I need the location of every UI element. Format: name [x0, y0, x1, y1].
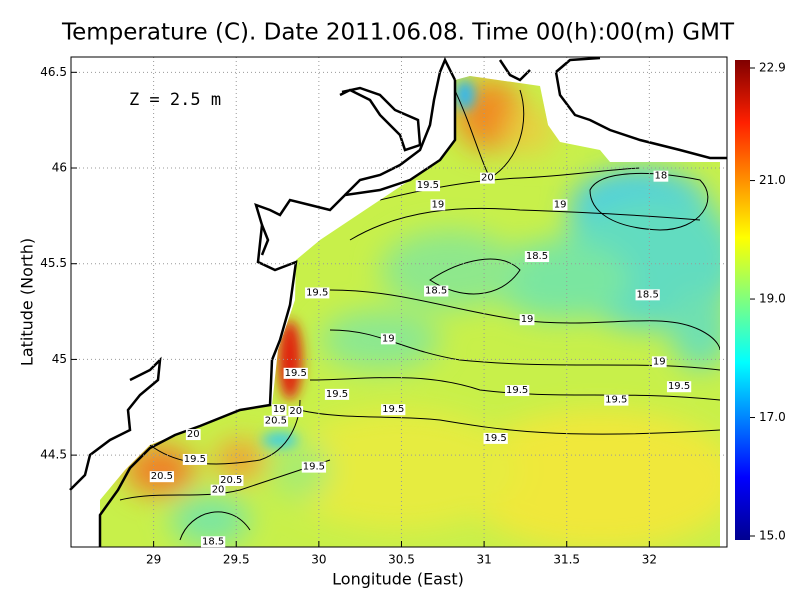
colorbar-tick-label: 15.0 — [759, 529, 786, 543]
contour-label-bg — [653, 170, 669, 182]
contour-label: 19.5 — [326, 389, 348, 400]
contour-label: 20 — [212, 485, 225, 496]
contour-label-bg — [415, 180, 441, 192]
colorbar-tick-label: 21.0 — [759, 173, 786, 187]
contour-label: 19.5 — [485, 433, 507, 444]
contour-label-bg — [301, 461, 327, 473]
colorbar-ticks: 22.9 21.0 19.0 17.0 15.0 — [750, 61, 786, 543]
contour-label: 19.5 — [306, 287, 328, 298]
contour-label: 18.5 — [425, 286, 447, 297]
contour-label-bg — [380, 333, 396, 345]
title: Temperature (C). Date 2011.06.08. Time 0… — [61, 20, 735, 46]
contour-label: 19 — [653, 356, 666, 367]
contour-label-bg — [219, 475, 244, 487]
y-tick-label: 45.5 — [40, 256, 67, 270]
grid — [71, 57, 727, 547]
x-axis-label: Longitude (East) — [332, 570, 464, 589]
colorbar-tick-label: 17.0 — [759, 410, 786, 424]
colorbar-tick-label: 19.0 — [759, 292, 786, 306]
contour-label: 19 — [273, 404, 286, 415]
contour-label: 20.5 — [265, 416, 287, 427]
x-tick-label: 30.5 — [388, 553, 415, 567]
contour-label-bg — [182, 453, 208, 465]
y-axis-label: Latitude (North) — [18, 238, 37, 366]
contour-label: 18.5 — [202, 536, 224, 547]
contour-label: 19 — [554, 199, 567, 210]
contour-label: 18 — [655, 171, 668, 182]
contour-label: 19 — [521, 314, 534, 325]
coastline — [69, 56, 727, 547]
contour-label: 20 — [481, 173, 494, 184]
contour-label-bg — [149, 471, 175, 483]
contour-label-bg — [666, 381, 692, 393]
x-tick-label: 32 — [642, 553, 657, 567]
contour-label-bg — [271, 404, 287, 416]
depth-annotation: Z = 2.5 m — [129, 90, 221, 110]
contour-label-bg — [283, 367, 308, 379]
contour-label-bg — [424, 285, 449, 297]
contour-label-bg — [305, 287, 330, 299]
contour-label: 19.5 — [285, 368, 307, 379]
y-tick-label: 46 — [52, 161, 67, 175]
contour-label: 19 — [382, 333, 395, 344]
contour-label-bg — [185, 429, 201, 441]
contour-label: 20.5 — [151, 471, 173, 482]
contour-label: 19 — [431, 199, 444, 210]
contour-label-bg — [505, 385, 530, 397]
contour-label-bg — [381, 404, 406, 416]
x-tick-label: 29.5 — [223, 553, 250, 567]
x-tick-label: 31 — [476, 553, 491, 567]
contour-label: 19.5 — [303, 462, 325, 473]
contour-label-bg — [210, 484, 226, 496]
contour-label: 18.5 — [637, 289, 659, 300]
contour-label: 20 — [187, 429, 200, 440]
contour-label: 19.5 — [184, 454, 206, 465]
contour-label-bg — [604, 394, 629, 406]
x-tick-label: 29 — [146, 553, 161, 567]
contour-label: 18.5 — [526, 251, 548, 262]
contour-label-bg — [552, 199, 568, 211]
contour-label-bg — [635, 289, 660, 301]
contour-label-bg — [200, 536, 226, 548]
contour-label: 19.5 — [506, 385, 528, 396]
contour-label-bg — [263, 415, 289, 427]
contour-label-bg — [480, 172, 495, 184]
contour-label: 19.5 — [605, 395, 627, 406]
contour-label-bg — [324, 388, 350, 400]
contour-label-bg — [524, 251, 550, 263]
contour-label-bg — [483, 432, 508, 444]
contour-labels: 19.5 20 18 19 19 18.5 18.5 18.5 19.5 19 19 19 19.5 19… — [149, 170, 692, 548]
y-tick-label: 45 — [52, 352, 67, 366]
y-tick-label: 44.5 — [40, 448, 67, 462]
plot-frame — [70, 56, 728, 548]
colorbar-tick-label: 22.9 — [759, 61, 786, 75]
y-tick-label: 46.5 — [40, 65, 67, 79]
contour-label: 19.5 — [668, 381, 690, 392]
colorbar — [735, 60, 750, 540]
contour-label: 20 — [289, 406, 302, 417]
contour-label-bg — [651, 356, 667, 368]
x-tick-label: 30 — [311, 553, 326, 567]
contour-label-bg — [430, 199, 446, 211]
x-tick-label: 31.5 — [553, 553, 580, 567]
contour-label: 20.5 — [220, 475, 242, 486]
contour-label: 19.5 — [417, 180, 439, 191]
contour-label-bg — [288, 406, 304, 418]
contour-label: 19.5 — [382, 404, 404, 415]
contour-label-bg — [519, 314, 535, 326]
